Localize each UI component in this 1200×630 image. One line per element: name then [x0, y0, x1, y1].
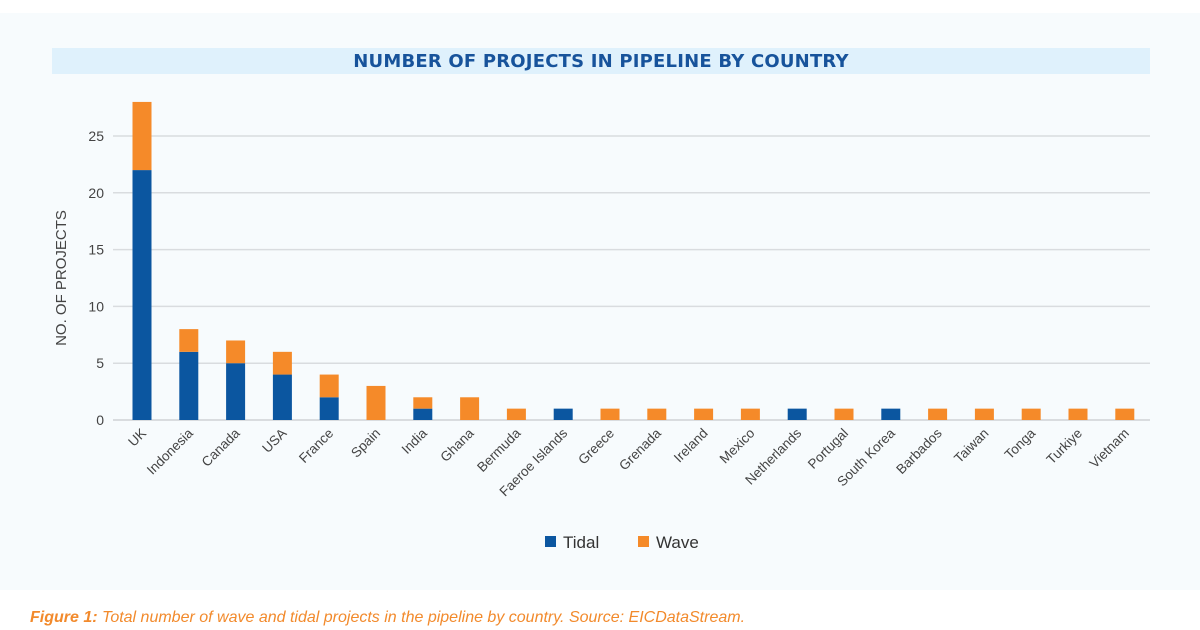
x-tick-label: Portugal [805, 426, 851, 472]
x-tick-label: India [399, 425, 431, 457]
bar-tidal [132, 170, 152, 420]
x-tick-label: Canada [199, 425, 243, 469]
x-tick-label: Tonga [1002, 425, 1039, 462]
bar-wave [413, 397, 433, 409]
bar-wave [1068, 408, 1088, 420]
bar-wave [132, 101, 152, 171]
bar-tidal [413, 408, 433, 420]
x-tick-label: Turkiye [1044, 426, 1086, 468]
caption-label: Figure 1: [30, 609, 98, 626]
x-tick-label: UK [125, 426, 149, 450]
bar-wave [506, 408, 526, 420]
caption-text: Total number of wave and tidal projects … [97, 609, 746, 626]
x-tick-label: Grenada [616, 425, 664, 473]
bar-tidal [881, 408, 901, 420]
bar-tidal [787, 408, 807, 420]
legend-label-tidal: Tidal [563, 533, 599, 552]
x-tick-label: Ireland [671, 426, 711, 466]
bar-wave [600, 408, 620, 420]
x-tick-label: Spain [348, 426, 383, 461]
bar-wave [974, 408, 994, 420]
bar-wave [1021, 408, 1041, 420]
x-tick-label: Barbados [893, 425, 945, 477]
legend-label-wave: Wave [656, 533, 699, 552]
bar-wave [1115, 408, 1135, 420]
bar-wave [740, 408, 760, 420]
y-tick-label: 5 [96, 355, 104, 371]
y-tick-label: 15 [88, 242, 104, 258]
x-tick-label: USA [259, 426, 289, 456]
bar-tidal [553, 408, 573, 420]
bar-wave [928, 408, 948, 420]
y-tick-label: 10 [88, 298, 104, 314]
x-tick-label: Vietnam [1086, 426, 1131, 471]
bar-tidal [319, 397, 339, 420]
x-tick-label: Indonesia [144, 425, 196, 477]
bar-wave [694, 408, 714, 420]
y-axis-label: NO. OF PROJECTS [53, 210, 70, 346]
bar-wave [834, 408, 854, 420]
legend-swatch-wave [638, 536, 649, 547]
chart-title-bar: NUMBER OF PROJECTS IN PIPELINE BY COUNTR… [52, 48, 1150, 74]
x-tick-label: Greece [575, 426, 617, 468]
bar-wave [319, 374, 339, 398]
bar-wave [366, 385, 386, 420]
bar-wave [226, 340, 246, 364]
x-tick-label: Ghana [437, 425, 477, 465]
bar-wave [179, 329, 199, 352]
y-tick-label: 25 [88, 128, 104, 144]
bar-tidal [272, 374, 292, 420]
chart-panel [0, 13, 1200, 590]
chart-title: NUMBER OF PROJECTS IN PIPELINE BY COUNTR… [353, 50, 849, 72]
bar-wave [460, 397, 480, 420]
x-tick-label: Taiwan [951, 426, 991, 466]
figure-caption: Figure 1: Total number of wave and tidal… [30, 609, 745, 627]
bar-wave [647, 408, 667, 420]
x-tick-label: France [296, 426, 336, 466]
x-tick-label: Mexico [717, 426, 758, 467]
y-tick-label: 20 [88, 185, 104, 201]
bar-tidal [179, 351, 199, 420]
x-tick-label: Bermuda [474, 425, 524, 475]
y-tick-label: 0 [96, 412, 104, 428]
legend-swatch-tidal [545, 536, 556, 547]
bar-tidal [226, 363, 246, 420]
bar-wave [272, 351, 292, 375]
